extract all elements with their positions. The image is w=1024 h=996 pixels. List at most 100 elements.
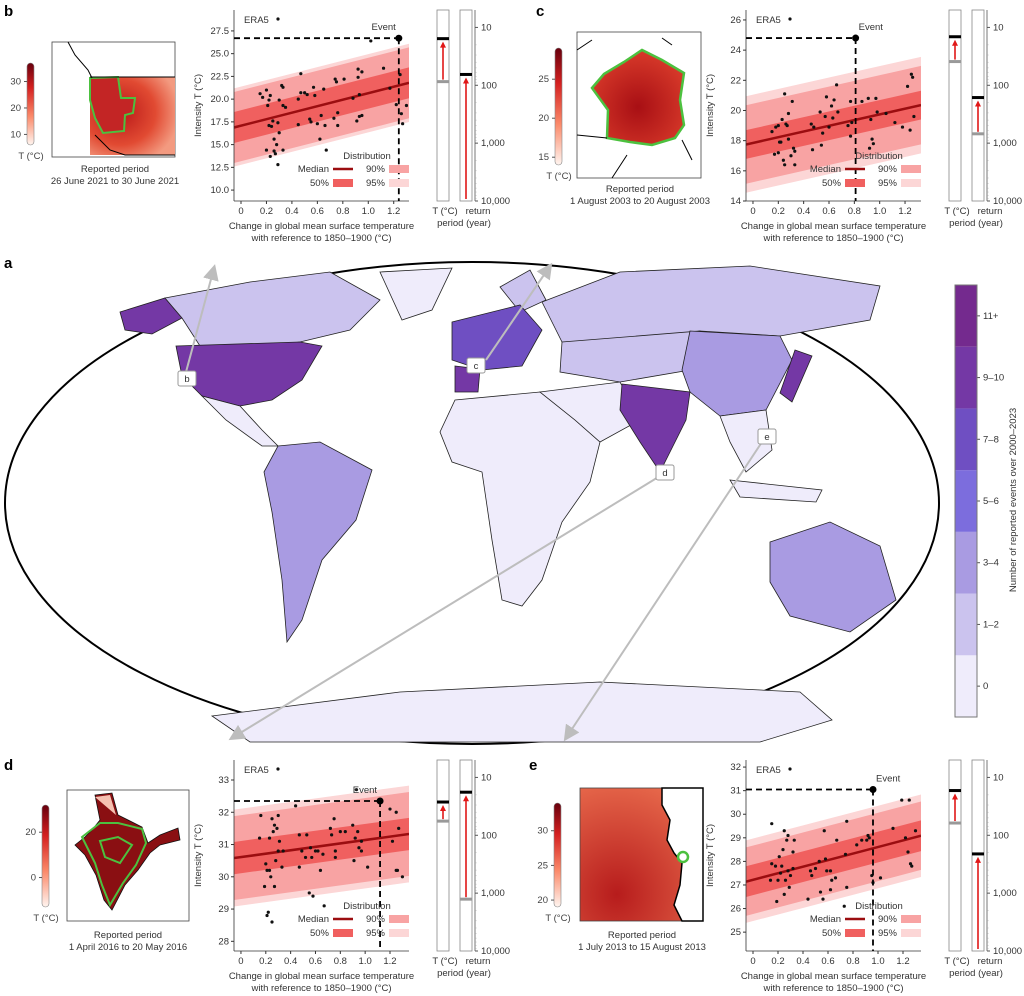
region-southeast-asia[interactable] bbox=[719, 409, 773, 473]
callout-d[interactable]: d bbox=[655, 464, 675, 481]
x-axis-label: with reference to 1850–1900 (°C) bbox=[762, 983, 903, 994]
data-point bbox=[297, 865, 301, 869]
intensity-change-arrow-head bbox=[440, 41, 446, 48]
data-point bbox=[821, 131, 825, 135]
callout-c[interactable]: c bbox=[466, 357, 486, 374]
data-point bbox=[867, 146, 872, 150]
data-point bbox=[786, 833, 790, 838]
data-point bbox=[283, 105, 288, 109]
data-point bbox=[359, 849, 364, 853]
return-period-tick-label: 10,000 bbox=[481, 946, 510, 957]
data-point bbox=[789, 154, 793, 158]
data-point bbox=[351, 823, 355, 827]
data-point bbox=[356, 67, 360, 71]
data-point bbox=[267, 868, 272, 872]
data-point bbox=[394, 102, 398, 107]
event-point bbox=[852, 34, 860, 42]
legend-90-swatch bbox=[389, 165, 409, 173]
panel-label-b: b bbox=[4, 3, 13, 20]
region-alaska[interactable] bbox=[119, 297, 183, 335]
colorbar-tick-label: 20 bbox=[537, 895, 548, 906]
data-point bbox=[786, 111, 791, 116]
region-antarctica[interactable] bbox=[210, 681, 833, 743]
data-point bbox=[787, 885, 791, 889]
data-point bbox=[296, 97, 300, 101]
region-japan[interactable] bbox=[779, 349, 813, 403]
legend-level-label: 0 bbox=[983, 681, 988, 692]
colorbar-gradient bbox=[553, 802, 562, 908]
legend-title: Distribution bbox=[343, 901, 391, 912]
legend-95-label: 95% bbox=[878, 928, 898, 939]
data-point bbox=[884, 111, 888, 116]
x-tick-label: 0.6 bbox=[821, 956, 834, 967]
data-point bbox=[303, 855, 308, 860]
return-period-tick-label: 1,000 bbox=[481, 888, 505, 899]
data-point bbox=[400, 875, 405, 879]
y-tick-label: 29 bbox=[218, 904, 229, 915]
data-point bbox=[299, 72, 303, 76]
data-point bbox=[264, 148, 269, 152]
x-tick-label: 0 bbox=[750, 956, 755, 967]
intensity-bar-label: T (°C) bbox=[432, 956, 457, 967]
data-point bbox=[353, 836, 357, 840]
return-period-label: return bbox=[466, 206, 491, 217]
data-point bbox=[821, 897, 825, 901]
caption-line2: 1 July 2013 to 15 August 2013 bbox=[578, 942, 706, 953]
x-axis-label: with reference to 1850–1900 (°C) bbox=[250, 233, 391, 244]
legend-title: Distribution bbox=[343, 151, 391, 162]
data-point bbox=[870, 137, 874, 141]
data-point bbox=[355, 119, 359, 123]
region-australia[interactable] bbox=[769, 521, 897, 633]
data-point bbox=[860, 838, 864, 842]
legend-median-label: Median bbox=[298, 164, 329, 175]
region-greenland[interactable] bbox=[379, 267, 453, 321]
region-europe[interactable] bbox=[451, 304, 543, 371]
data-point bbox=[808, 869, 813, 873]
data-point bbox=[772, 152, 777, 156]
data-point bbox=[315, 122, 319, 126]
x-tick-label: 0 bbox=[238, 206, 243, 217]
return-period-tick-label: 10 bbox=[481, 22, 492, 33]
callout-arrow-c bbox=[485, 262, 553, 361]
data-point bbox=[310, 855, 314, 860]
region-scandinavia[interactable] bbox=[499, 269, 547, 313]
data-point bbox=[267, 836, 272, 840]
median-line bbox=[746, 834, 921, 883]
era5-label: ERA5 bbox=[756, 15, 781, 26]
x-tick-label: 0 bbox=[750, 206, 755, 217]
data-point bbox=[316, 849, 320, 853]
callout-b[interactable]: b bbox=[177, 370, 197, 387]
data-point bbox=[782, 829, 786, 833]
region-middle-east[interactable] bbox=[539, 381, 641, 443]
return-period-change-arrow-head bbox=[975, 856, 981, 863]
data-point bbox=[399, 112, 403, 116]
data-point bbox=[831, 116, 835, 120]
x-tick-label: 0.4 bbox=[285, 206, 298, 217]
data-point bbox=[338, 830, 342, 834]
region-indonesia[interactable] bbox=[729, 479, 823, 503]
y-tick-label: 32 bbox=[218, 807, 229, 818]
panel-c: c 25 20 15 T (°C) Reported period 1 August … bbox=[536, 3, 1022, 244]
data-point bbox=[793, 149, 797, 153]
callout-e[interactable]: e bbox=[757, 428, 777, 445]
data-point bbox=[791, 146, 796, 150]
data-point bbox=[828, 869, 833, 873]
data-point bbox=[261, 95, 265, 99]
region-canada[interactable] bbox=[164, 271, 381, 347]
region-central-asia[interactable] bbox=[559, 330, 701, 383]
colorbar-tick-label: 20 bbox=[25, 827, 36, 838]
region-south-america[interactable] bbox=[263, 441, 373, 644]
data-point bbox=[318, 868, 323, 872]
data-point bbox=[832, 98, 836, 102]
legend-50-label: 50% bbox=[310, 928, 330, 939]
data-point bbox=[330, 833, 334, 837]
data-point bbox=[332, 817, 336, 821]
data-point bbox=[866, 833, 870, 838]
colorbar-gradient bbox=[26, 62, 35, 146]
data-point bbox=[911, 75, 915, 79]
data-point bbox=[783, 163, 787, 167]
return-period-label: period (year) bbox=[437, 968, 491, 979]
caption-line1: Reported period bbox=[608, 930, 676, 941]
legend-level-label: 5–6 bbox=[983, 496, 999, 507]
y-tick-label: 30 bbox=[218, 872, 229, 883]
